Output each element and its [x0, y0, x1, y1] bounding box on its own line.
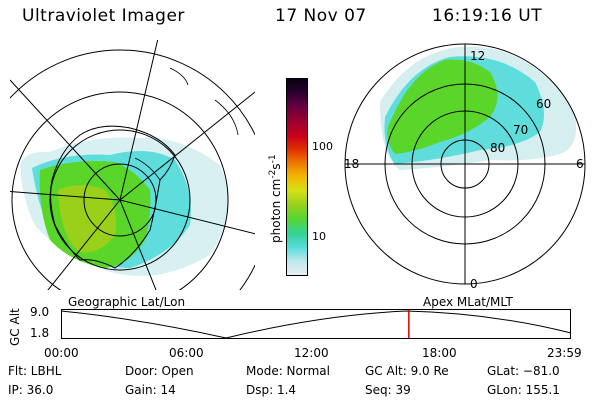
- colorbar-tick-10: 10: [312, 230, 326, 243]
- coastline-n: [169, 67, 189, 86]
- meridian-6: [10, 191, 121, 201]
- mlt-label-0: 0: [470, 277, 478, 291]
- timeline-xtick-2359: 23:59: [547, 346, 582, 360]
- geographic-map: [10, 40, 255, 290]
- aurora-lime-core: [58, 185, 117, 253]
- lat-circle-inner: [83, 163, 157, 237]
- timeline-ylabel: GC Alt: [8, 308, 22, 346]
- instrument-title: Ultraviolet Imager: [22, 6, 185, 26]
- altitude-timeline: [60, 309, 572, 339]
- mlt-label-18: 18: [344, 157, 359, 171]
- timeline-xtick-1800: 18:00: [422, 346, 457, 360]
- info-mode: Mode: Normal: [246, 364, 330, 378]
- mlat-label-60: 60: [536, 97, 551, 111]
- info-ip: IP: 36.0: [8, 383, 54, 397]
- time-label: 16:19:16 UT: [432, 6, 543, 26]
- apex-polar-plot: 12 0 18 6 60 70 80: [344, 43, 586, 291]
- coastline-ne: [214, 99, 239, 136]
- info-seq: Seq: 39: [365, 383, 411, 397]
- meridian-1: [119, 40, 159, 201]
- altitude-curve: [60, 310, 572, 339]
- continent-outline: [50, 125, 176, 269]
- lat-circle-edge: [10, 49, 255, 290]
- timeline-ytick-top: 9.0: [30, 305, 50, 319]
- timeline-ytick-bottom: 1.8: [30, 326, 50, 340]
- info-dsp: Dsp: 1.4: [246, 383, 297, 397]
- colorbar-tick-100: 100: [312, 140, 333, 153]
- meridian-2: [119, 91, 255, 201]
- mlt-label-12: 12: [470, 49, 485, 63]
- left-panel-caption: Geographic Lat/Lon: [68, 295, 186, 309]
- meridian-4: [119, 199, 157, 290]
- meridian-7: [10, 79, 121, 201]
- info-door: Door: Open: [125, 364, 194, 378]
- timeline-xtick-1200: 12:00: [294, 346, 329, 360]
- aurora-green-region: [387, 59, 498, 154]
- right-panel-caption: Apex MLat/MLT: [423, 295, 513, 309]
- mlat-label-80: 80: [490, 141, 505, 155]
- info-gain: Gain: 14: [125, 383, 176, 397]
- info-filter: Flt: LBHL: [8, 364, 62, 378]
- timeline-xtick-0000: 00:00: [44, 346, 79, 360]
- meridian-3: [119, 199, 255, 235]
- lat-circle-outer: [11, 91, 229, 290]
- date-label: 17 Nov 07: [275, 6, 367, 26]
- mlat-label-70: 70: [513, 123, 528, 137]
- lat-circle-mid: [49, 129, 191, 271]
- meridian-5: [47, 199, 121, 290]
- info-gc-alt: GC Alt: 9.0 Re: [365, 364, 449, 378]
- info-glon: GLon: 155.1: [487, 383, 560, 397]
- timeline-xtick-0600: 06:00: [169, 346, 204, 360]
- colorbar-label: photon cm-2s-1: [268, 154, 283, 243]
- colorbar: [286, 78, 308, 276]
- info-glat: GLat: −81.0: [487, 364, 560, 378]
- mlt-label-6: 6: [576, 157, 584, 171]
